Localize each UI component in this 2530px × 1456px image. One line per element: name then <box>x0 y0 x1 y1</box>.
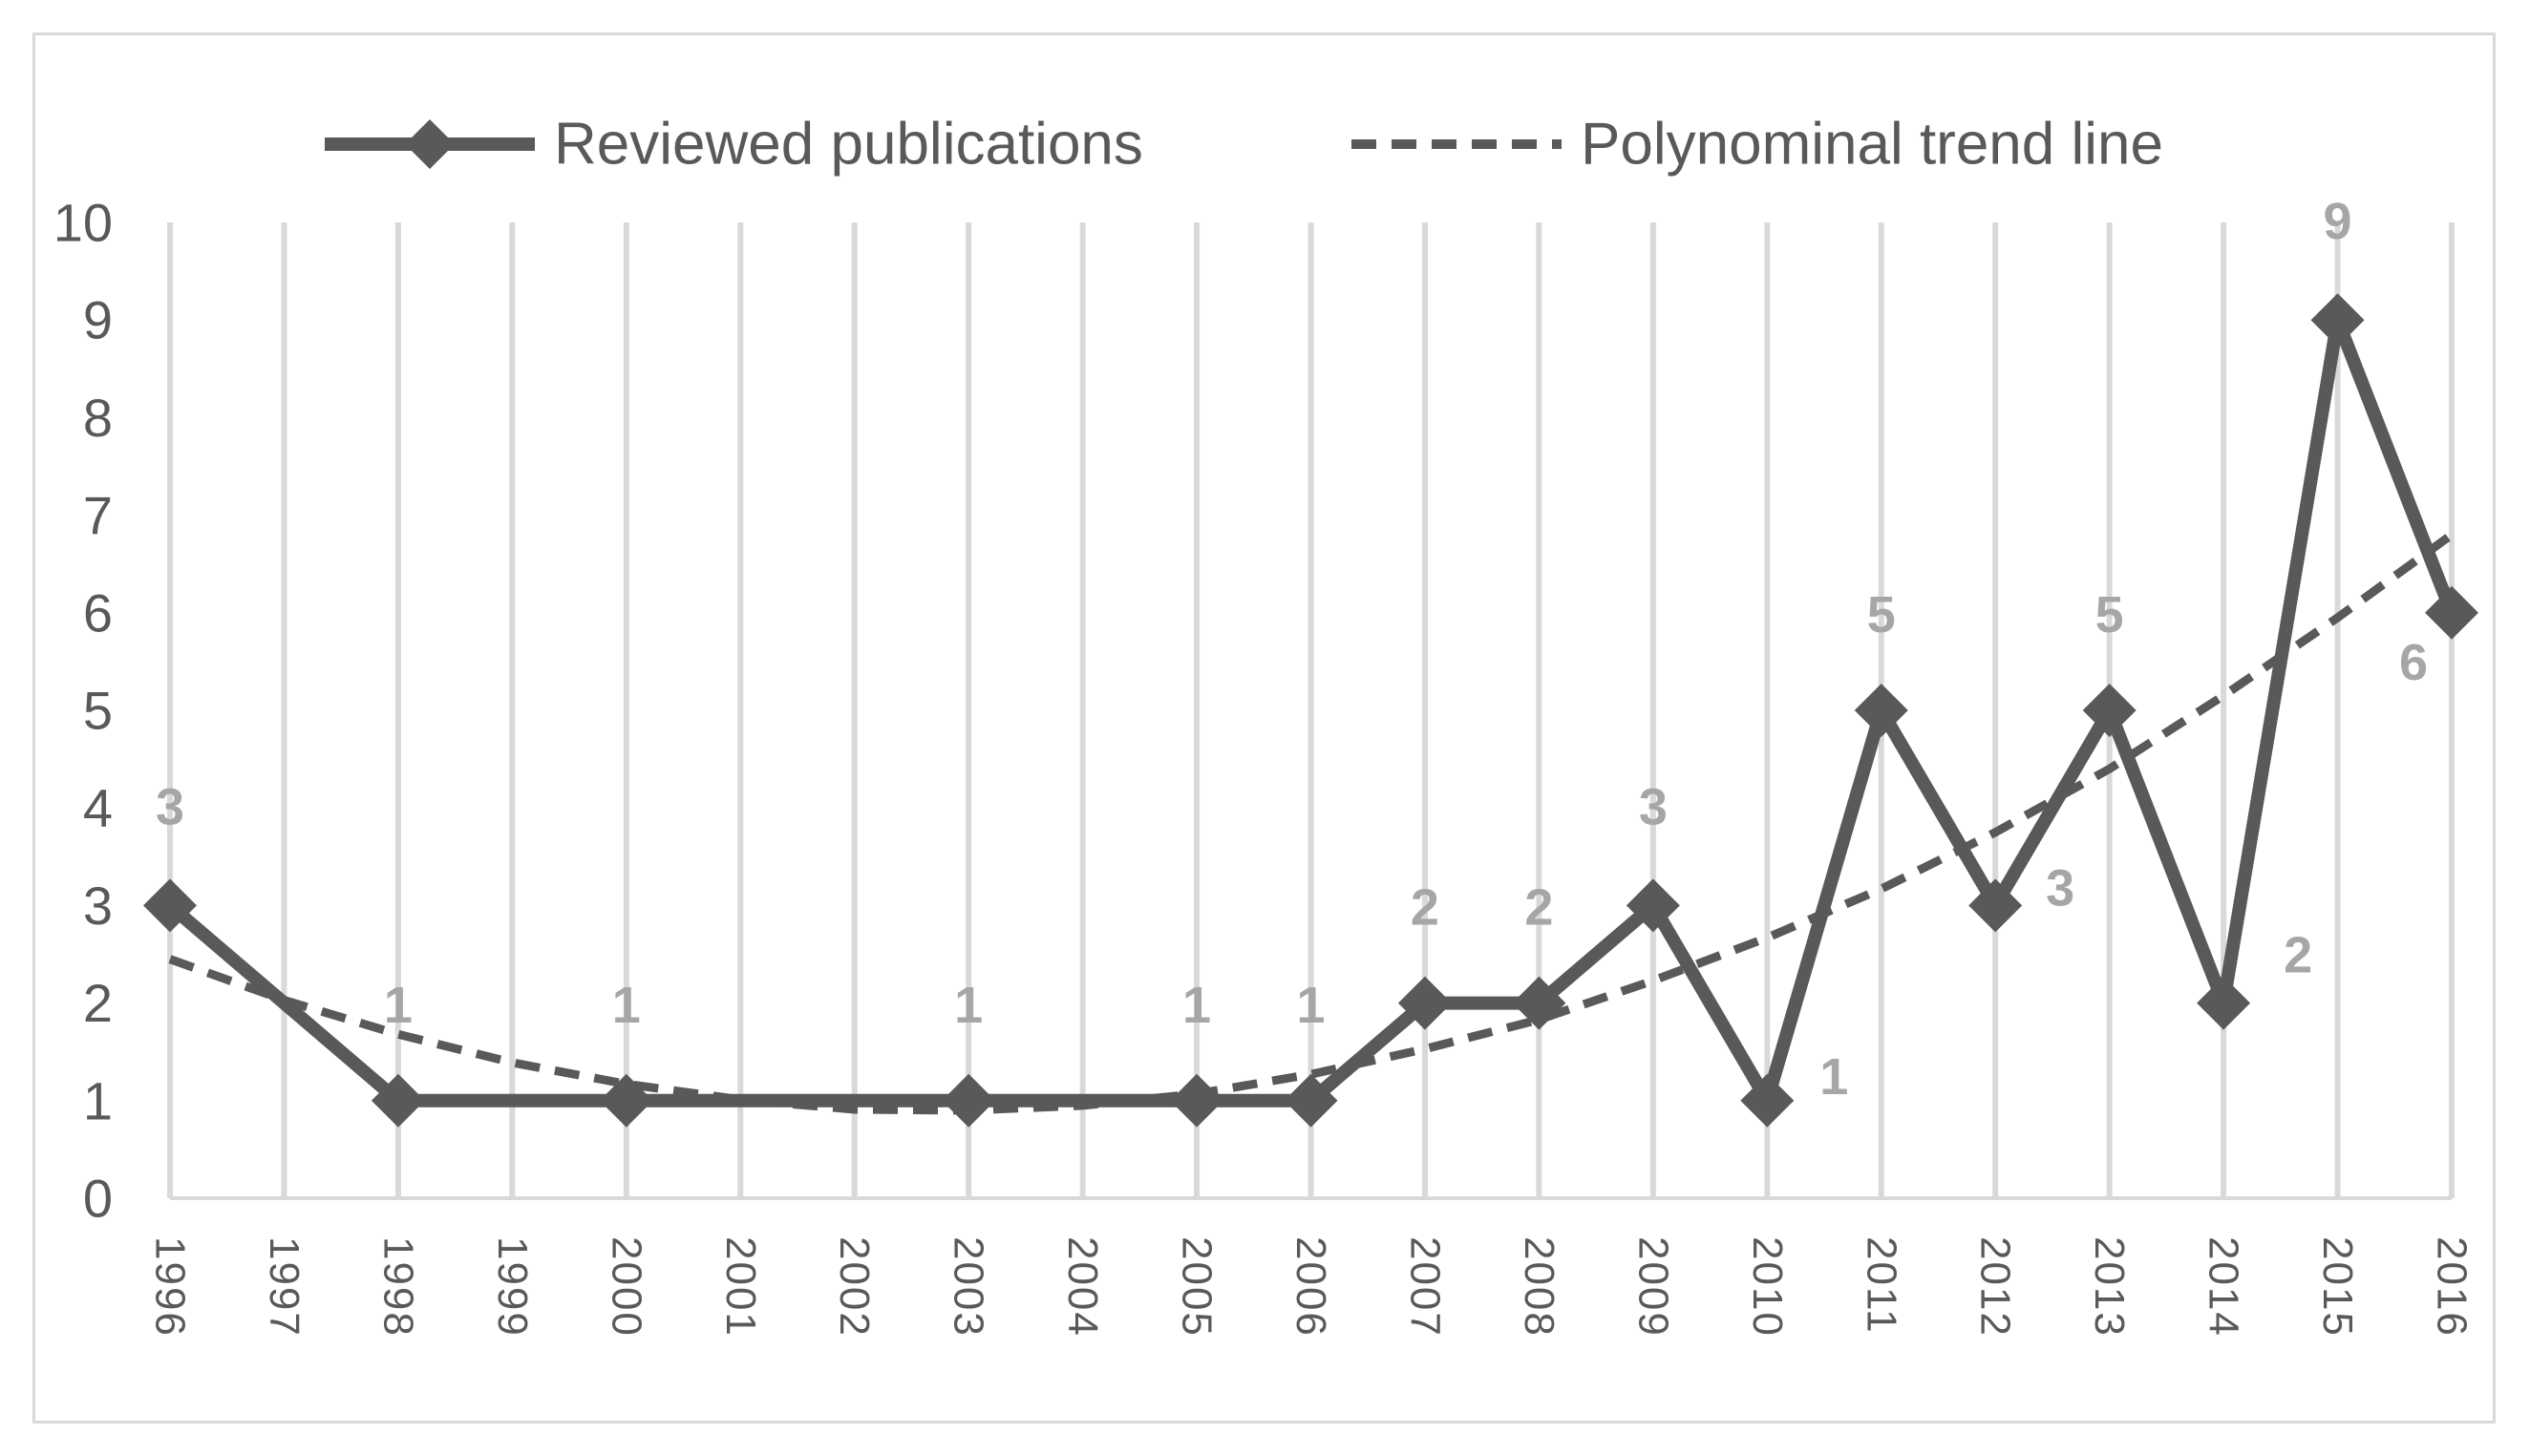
data-label-2010: 1 <box>1819 1048 1848 1106</box>
data-point-2009 <box>1626 878 1680 933</box>
y-axis: 0 1 2 3 4 5 6 7 8 9 10 <box>53 193 113 1229</box>
x-tick-label-2015: 2015 <box>2314 1236 2361 1338</box>
data-point-2015 <box>2310 293 2365 348</box>
data-label-2009: 3 <box>1639 778 1668 835</box>
data-point-2011 <box>1854 684 1908 737</box>
x-tick-label-2002: 2002 <box>831 1236 878 1338</box>
x-tick-label-1999: 1999 <box>489 1236 536 1338</box>
x-tick-label-2000: 2000 <box>603 1236 649 1338</box>
series-layer <box>143 293 2478 1128</box>
data-label-2012: 3 <box>2046 859 2074 917</box>
data-label-2003: 1 <box>954 977 983 1034</box>
x-tick-label-2016: 2016 <box>2429 1236 2476 1338</box>
x-tick-label-2004: 2004 <box>1059 1236 1106 1338</box>
data-point-2016 <box>2425 585 2478 640</box>
data-label-2008: 2 <box>1524 879 1553 937</box>
data-point-2014 <box>2197 976 2251 1030</box>
data-label-1998: 1 <box>384 977 413 1034</box>
y-tick-label-4: 4 <box>83 778 113 838</box>
data-label-2011: 5 <box>1867 586 1896 644</box>
y-tick-label-2: 2 <box>83 973 113 1033</box>
y-tick-label-7: 7 <box>83 485 113 545</box>
x-tick-label-2012: 2012 <box>1972 1236 2019 1338</box>
x-tick-label-2007: 2007 <box>1401 1236 1448 1338</box>
y-tick-label-3: 3 <box>83 876 113 936</box>
y-tick-label-9: 9 <box>83 290 113 350</box>
x-tick-label-2011: 2011 <box>1858 1236 1904 1335</box>
legend-marker-diamond <box>405 119 455 169</box>
data-point-2007 <box>1397 976 1452 1030</box>
y-tick-label-0: 0 <box>83 1169 113 1229</box>
legend: Reviewed publications Polynominal trend … <box>325 112 2163 178</box>
data-point-2003 <box>942 1073 996 1128</box>
reviewed-publications-line <box>165 294 2458 1118</box>
data-label-2000: 1 <box>612 977 641 1034</box>
x-tick-label-1998: 1998 <box>374 1236 421 1338</box>
data-point-1998 <box>371 1073 425 1128</box>
y-tick-label-6: 6 <box>83 582 113 643</box>
data-point-2010 <box>1740 1073 1795 1128</box>
data-point-2005 <box>1170 1073 1224 1128</box>
data-point-2013 <box>2082 684 2137 737</box>
legend-label-reviewed-publications: Reviewed publications <box>554 112 1143 178</box>
x-tick-label-2001: 2001 <box>717 1236 764 1338</box>
data-label-2015: 9 <box>2324 193 2352 250</box>
y-tick-label-8: 8 <box>83 388 113 448</box>
x-tick-label-2005: 2005 <box>1174 1236 1221 1338</box>
data-labels: 3 1 1 1 1 1 2 2 3 1 5 3 5 2 9 6 <box>156 193 2428 1106</box>
data-label-2016: 6 <box>2399 634 2428 691</box>
x-tick-label-2014: 2014 <box>2200 1236 2247 1338</box>
y-tick-label-10: 10 <box>53 193 113 253</box>
data-label-2006: 1 <box>1296 977 1325 1034</box>
chart-frame <box>32 32 2496 1424</box>
data-point-2008 <box>1512 976 1566 1030</box>
data-point-2006 <box>1284 1073 1338 1128</box>
x-tick-label-2008: 2008 <box>1516 1236 1563 1338</box>
x-tick-label-1996: 1996 <box>147 1236 194 1338</box>
data-label-2005: 1 <box>1182 977 1211 1034</box>
x-axis: 1996 1997 1998 1999 2000 2001 2002 2003 2004 2005… <box>147 1196 2476 1338</box>
y-tick-label-5: 5 <box>83 681 113 741</box>
data-point-2012 <box>1968 878 2023 933</box>
y-tick-label-1: 1 <box>83 1070 113 1130</box>
data-point-2000 <box>599 1073 653 1128</box>
x-tick-label-2010: 2010 <box>1744 1236 1791 1338</box>
x-tick-label-2013: 2013 <box>2086 1236 2133 1338</box>
x-tick-label-2003: 2003 <box>946 1236 992 1338</box>
trend-line <box>168 531 2455 1115</box>
data-label-1996: 3 <box>156 778 184 835</box>
data-point-1996 <box>143 878 197 933</box>
x-tick-label-2009: 2009 <box>1629 1236 1676 1338</box>
x-tick-label-2006: 2006 <box>1287 1236 1334 1338</box>
gridlines <box>167 222 2455 1198</box>
x-tick-label-1997: 1997 <box>261 1236 308 1338</box>
data-label-2007: 2 <box>1411 879 1439 937</box>
legend-label-trend-line: Polynominal trend line <box>1581 112 2163 178</box>
data-label-2014: 2 <box>2284 927 2312 984</box>
data-label-2013: 5 <box>2095 586 2124 644</box>
